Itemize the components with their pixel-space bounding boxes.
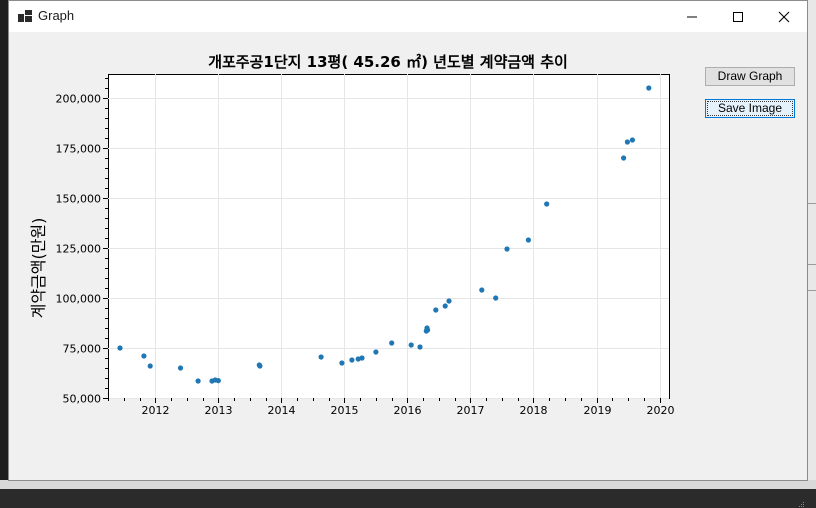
grid-lines — [108, 74, 669, 399]
scatter-point — [147, 363, 153, 369]
scatter-point — [117, 345, 123, 351]
scatter-point — [621, 155, 627, 161]
x-tick-label: 2012 — [142, 404, 170, 417]
title-bar[interactable]: Graph — [9, 1, 807, 32]
y-axis-label: 계약금액(만원) — [29, 218, 48, 319]
y-tick-label: 100,000 — [56, 293, 102, 306]
scatter-point — [442, 303, 448, 309]
maximize-icon — [733, 12, 743, 22]
y-tick-label: 175,000 — [56, 143, 102, 156]
scatter-point — [408, 342, 414, 348]
graph-window: Graph 개포주공1단지 13평( 45.26 ㎡) 년도별 계약금액 추이 … — [8, 0, 808, 507]
scatter-point — [544, 201, 550, 207]
window-title: Graph — [38, 8, 75, 23]
resize-grip-icon[interactable] — [797, 500, 805, 508]
scatter-point — [177, 365, 184, 371]
close-button[interactable] — [761, 1, 807, 32]
x-tick-label: 2018 — [520, 404, 548, 417]
scatter-point — [318, 354, 324, 360]
window-client-area: 개포주공1단지 13평( 45.26 ㎡) 년도별 계약금액 추이 계약금액(만… — [9, 32, 807, 507]
scatter-point — [504, 246, 510, 252]
scatter-point — [257, 363, 263, 369]
scatter-point — [215, 378, 221, 384]
y-tick-label: 50,000 — [63, 393, 102, 406]
x-tick-label: 2020 — [647, 404, 675, 417]
scatter-point — [339, 360, 345, 366]
y-tick-label: 125,000 — [56, 243, 102, 256]
scatter-point — [417, 344, 423, 350]
x-tick-label: 2015 — [331, 404, 359, 417]
minimize-button[interactable] — [669, 1, 715, 32]
scatter-point — [359, 355, 365, 361]
y-tick-label: 200,000 — [56, 93, 102, 106]
y-tick-label: 150,000 — [56, 193, 102, 206]
x-tick-label: 2013 — [205, 404, 233, 417]
scatter-point — [646, 85, 652, 91]
scatter-chart: 개포주공1단지 13평( 45.26 ㎡) 년도별 계약금액 추이 계약금액(만… — [29, 53, 675, 417]
scatter-point — [349, 357, 355, 363]
scatter-point — [446, 298, 452, 304]
scatter-point — [525, 237, 532, 243]
close-icon — [778, 11, 790, 23]
app-window-icon — [18, 10, 32, 22]
scatter-point — [425, 327, 431, 333]
data-points — [117, 85, 652, 384]
plot-area — [108, 74, 670, 399]
scatter-point — [141, 353, 147, 359]
scatter-point — [629, 137, 636, 143]
scatter-point — [479, 287, 485, 293]
scatter-point — [195, 378, 201, 384]
background-app-edge-right — [808, 0, 816, 489]
chart-title: 개포주공1단지 13평( 45.26 ㎡) 년도별 계약금액 추이 — [208, 53, 568, 71]
scatter-point — [493, 295, 499, 301]
x-tick-label: 2017 — [457, 404, 485, 417]
x-tick-label: 2014 — [268, 404, 296, 417]
minimize-icon — [687, 16, 697, 18]
draw-graph-button[interactable]: Draw Graph — [705, 67, 795, 86]
background-app-edge-bottom — [0, 480, 816, 489]
scatter-point — [624, 139, 631, 145]
y-tick-label: 75,000 — [63, 343, 102, 356]
scatter-point — [373, 349, 379, 355]
axis-ticks: 2012 2013 2014 2015 2016 2017 2018 2019 2020 50,0… — [56, 78, 675, 417]
x-tick-label: 2019 — [584, 404, 612, 417]
save-image-button[interactable]: Save Image — [705, 99, 795, 118]
x-tick-label: 2016 — [394, 404, 422, 417]
scatter-point — [389, 340, 395, 346]
background-app-edge-left — [0, 0, 8, 489]
maximize-button[interactable] — [715, 1, 761, 32]
scatter-point — [433, 307, 439, 313]
